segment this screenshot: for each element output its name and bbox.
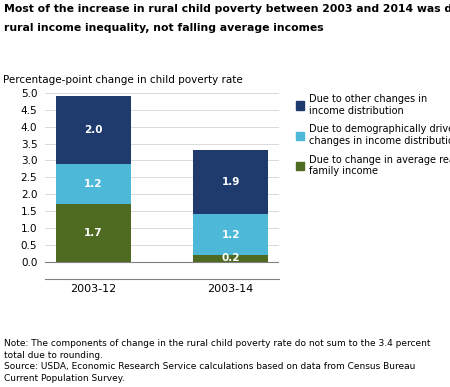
- Text: 0.2: 0.2: [221, 253, 240, 264]
- Text: Note: The components of change in the rural child poverty rate do not sum to the: Note: The components of change in the ru…: [4, 339, 431, 383]
- Text: 1.7: 1.7: [84, 228, 103, 238]
- Text: 1.9: 1.9: [221, 177, 240, 187]
- Bar: [193, 255, 268, 262]
- Bar: [193, 150, 268, 214]
- Text: 1.2: 1.2: [84, 179, 103, 189]
- Bar: [56, 96, 131, 164]
- Bar: [193, 214, 268, 255]
- Text: rural income inequality, not falling average incomes: rural income inequality, not falling ave…: [4, 23, 324, 33]
- Text: Most of the increase in rural child poverty between 2003 and 2014 was driven by : Most of the increase in rural child pove…: [4, 4, 450, 14]
- Text: 1.2: 1.2: [221, 230, 240, 240]
- Bar: [56, 204, 131, 262]
- Text: 2.0: 2.0: [84, 125, 103, 135]
- Legend: Due to other changes in
income distribution, Due to demographically driven
chang: Due to other changes in income distribut…: [296, 94, 450, 176]
- Bar: [56, 164, 131, 204]
- Text: Percentage-point change in child poverty rate: Percentage-point change in child poverty…: [3, 75, 243, 86]
